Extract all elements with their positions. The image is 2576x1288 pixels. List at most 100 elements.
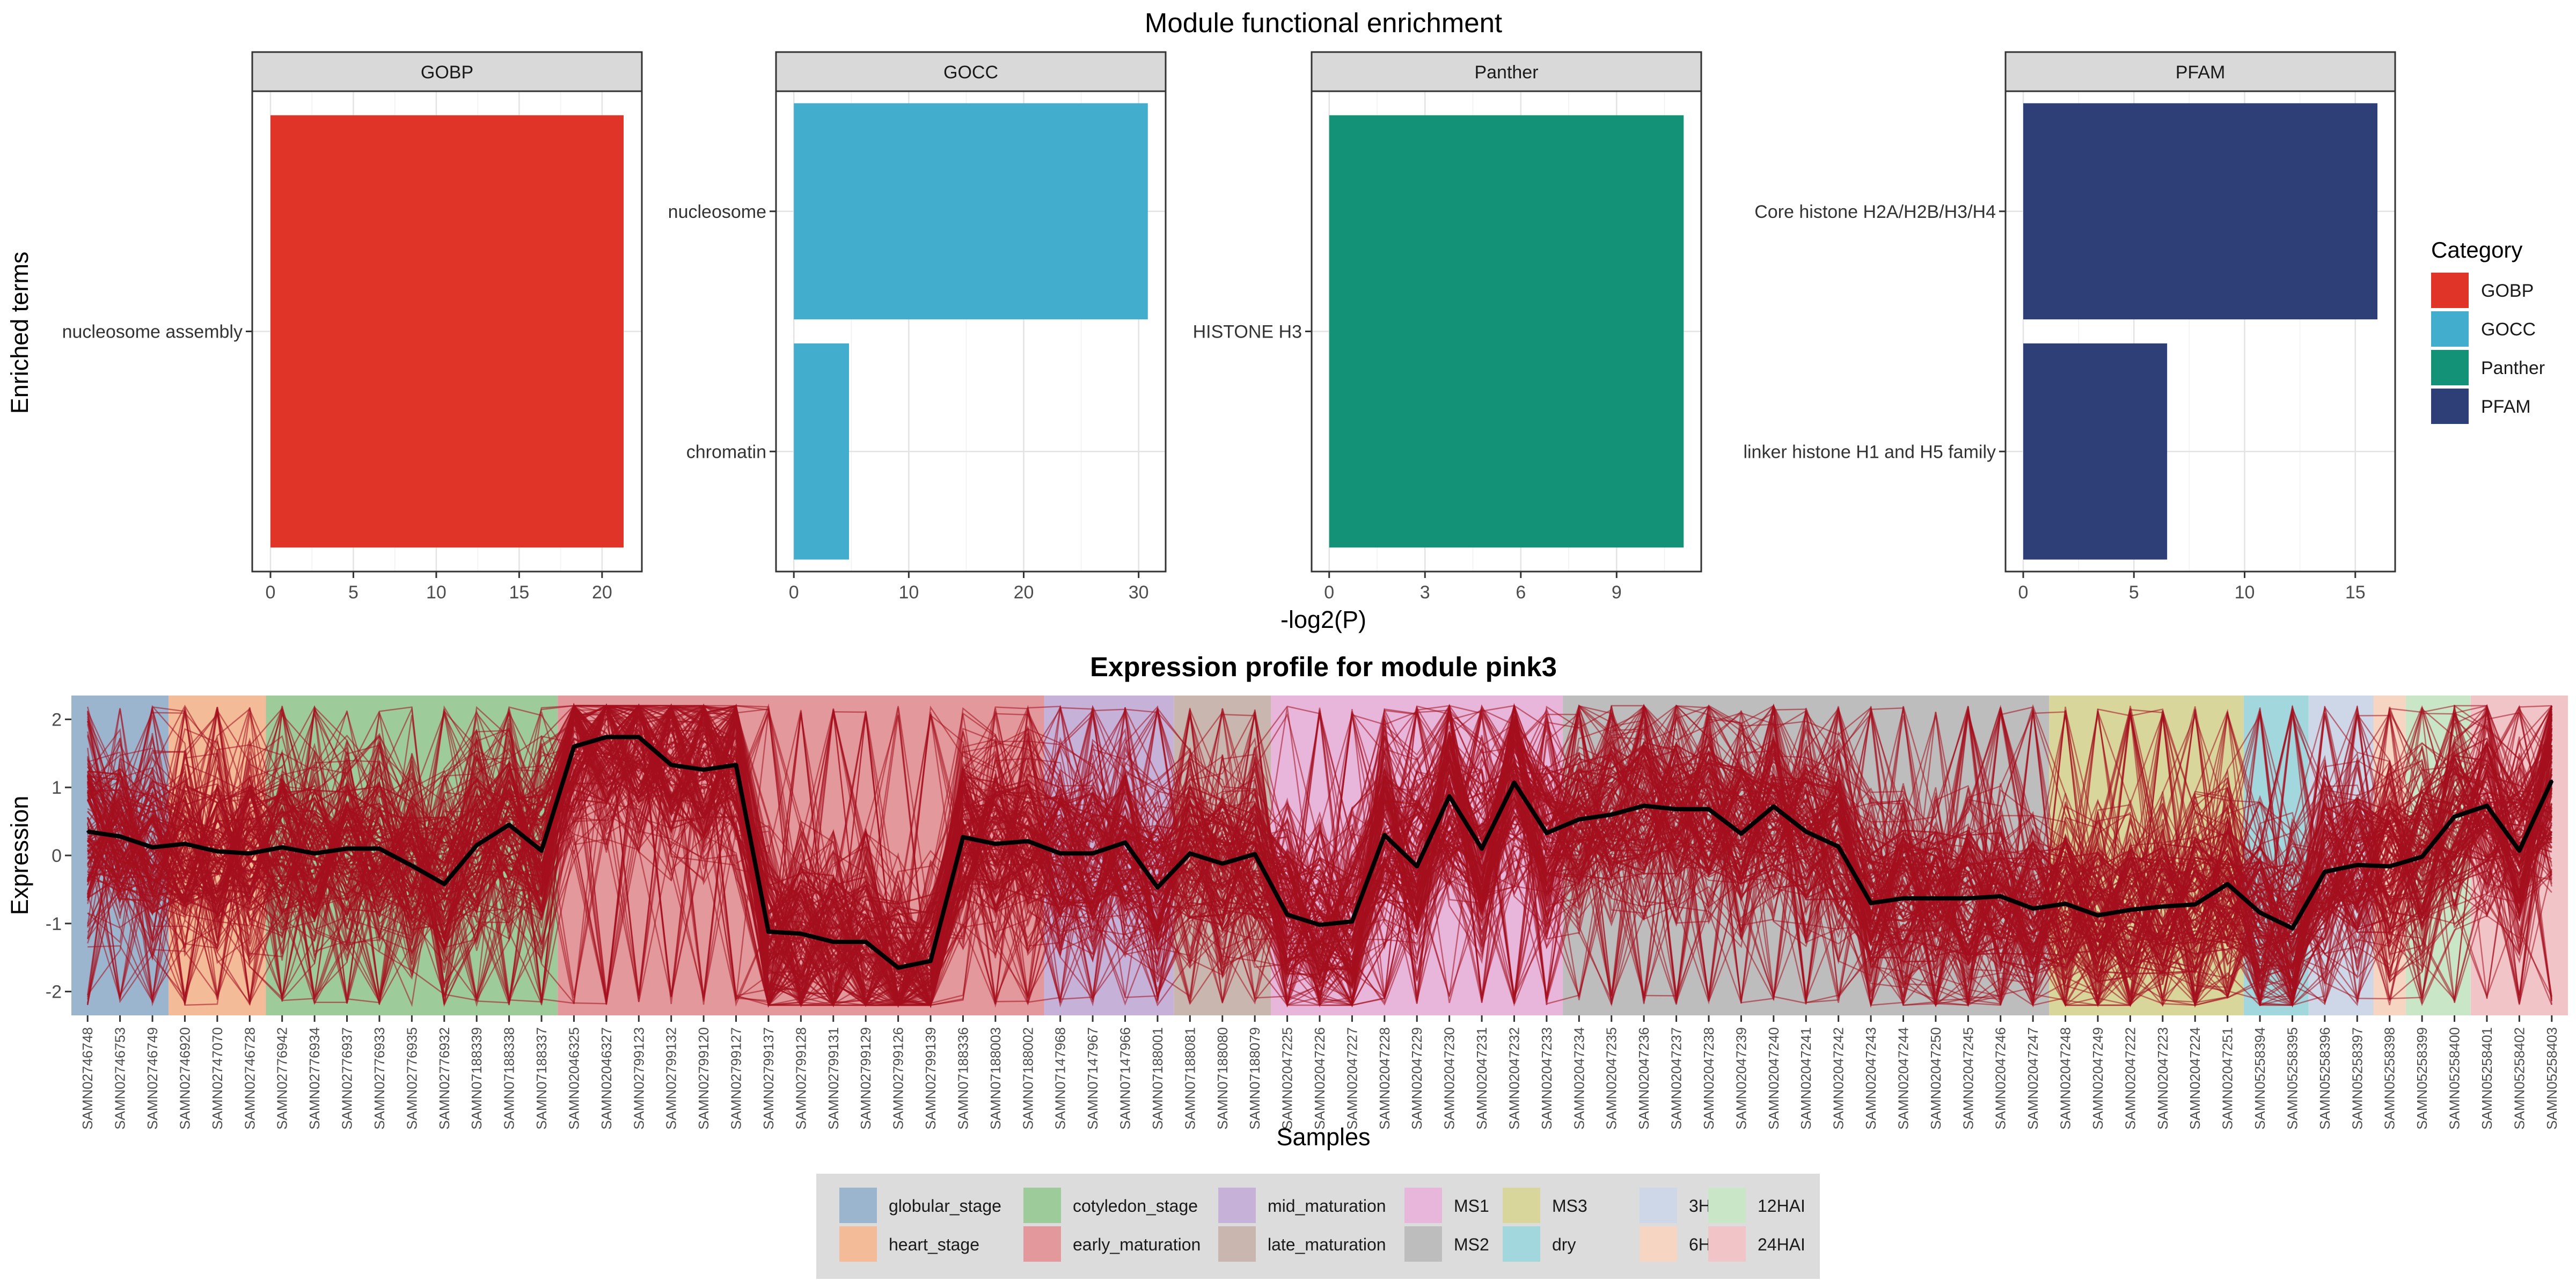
facet-gobp: GOBP nucleosome assembly 0 5 10 15 20 xyxy=(62,51,643,603)
mean-point xyxy=(151,846,154,848)
x-tick-label: SAMN07188336 xyxy=(955,1027,971,1130)
x-tick-label: 20 xyxy=(1014,582,1034,603)
mean-point xyxy=(1902,897,1905,899)
mean-point xyxy=(1319,924,1321,926)
x-tick-label: SAMN02047229 xyxy=(1409,1027,1425,1130)
x-tick-label: SAMN02799132 xyxy=(663,1027,679,1130)
x-tick-label: SAMN02746748 xyxy=(79,1027,96,1130)
mean-point xyxy=(2388,865,2391,868)
y-tick-label: chromatin xyxy=(686,442,766,462)
mean-point xyxy=(994,843,997,845)
stage-legend-key xyxy=(1708,1188,1746,1223)
x-tick-label: SAMN02047222 xyxy=(2122,1027,2138,1130)
expression-trace xyxy=(86,704,2553,997)
stage-legend-key xyxy=(1708,1226,1746,1262)
mean-point xyxy=(1416,865,1418,868)
x-tick-label: SAMN07147966 xyxy=(1117,1027,1133,1130)
x-tick-label: SAMN02047244 xyxy=(1896,1027,1912,1130)
legend-label: GOBP xyxy=(2481,281,2534,301)
x-tick-label: SAMN07188081 xyxy=(1182,1027,1198,1130)
legend-label: Panther xyxy=(2481,358,2545,378)
x-tick-label: SAMN02047248 xyxy=(2058,1027,2074,1130)
x-tick-label: SAMN02047235 xyxy=(1604,1027,1620,1130)
x-tick-label: SAMN02746728 xyxy=(241,1027,258,1130)
x-tick-label: SAMN02799139 xyxy=(923,1027,939,1130)
bar-gobp-0 xyxy=(270,115,624,548)
mean-point xyxy=(346,847,348,850)
mean-point xyxy=(1286,913,1289,916)
y-tick-label: nucleosome xyxy=(668,202,766,222)
x-tick-label: SAMN02047240 xyxy=(1766,1027,1782,1130)
mean-point xyxy=(1254,853,1256,855)
x-tick-label: SAMN05258401 xyxy=(2479,1027,2495,1130)
mean-point xyxy=(767,931,770,933)
legend-key-panther xyxy=(2431,350,2469,385)
x-tick-label: SAMN05258398 xyxy=(2382,1027,2398,1130)
expression-trace xyxy=(87,704,2553,1006)
facet-panther: Panther HISTONE H3 0 3 6 9 xyxy=(1193,51,1702,603)
mean-point xyxy=(2096,914,2099,917)
x-tick-label: SAMN02799123 xyxy=(631,1027,647,1130)
mean-point xyxy=(800,932,802,935)
stage-legend-label: dry xyxy=(1552,1235,1576,1254)
mean-point xyxy=(1092,852,1094,855)
stage-legend-label: mid_maturation xyxy=(1268,1196,1386,1216)
x-tick-label: SAMN02047232 xyxy=(1506,1027,1523,1130)
x-tick-label: SAMN05258397 xyxy=(2349,1027,2365,1130)
mean-point xyxy=(1740,832,1743,835)
mean-point xyxy=(1513,781,1516,784)
enrichment-y-axis-title: Enriched terms xyxy=(6,252,33,414)
y-tick-label: -1 xyxy=(46,914,62,934)
stage-legend-key xyxy=(1404,1226,1442,1262)
x-tick-label: SAMN02047249 xyxy=(2090,1027,2106,1130)
category-legend: Category GOBP GOCC Panther PFAM xyxy=(2431,237,2545,424)
stage-legend-label: heart_stage xyxy=(889,1235,979,1254)
y-tick-label: -2 xyxy=(46,982,62,1002)
x-tick-label: SAMN07188337 xyxy=(533,1027,550,1130)
x-tick-label: SAMN07188002 xyxy=(1020,1027,1036,1130)
x-tick-label: SAMN02047225 xyxy=(1279,1027,1296,1130)
stage-legend-label: early_maturation xyxy=(1073,1235,1201,1254)
x-tick-label: 3 xyxy=(1420,582,1430,603)
mean-point xyxy=(1999,895,2002,898)
expression-trace xyxy=(86,727,2553,1008)
x-tick-label: SAMN02047236 xyxy=(1636,1027,1652,1130)
x-tick-label: 10 xyxy=(2235,582,2255,603)
x-tick-label: SAMN07147968 xyxy=(1052,1027,1069,1130)
mean-point xyxy=(670,764,672,766)
x-tick-label: SAMN02799131 xyxy=(825,1027,841,1130)
facet-strip-label: PFAM xyxy=(2176,62,2226,83)
top-figure-title: Module functional enrichment xyxy=(1145,8,1502,38)
x-tick-label: SAMN05258403 xyxy=(2544,1027,2560,1130)
mean-point xyxy=(2194,903,2197,906)
x-tick-label: 0 xyxy=(1324,582,1334,603)
mean-point xyxy=(1156,886,1159,889)
x-tick-label: SAMN02047233 xyxy=(1539,1027,1555,1130)
x-tick-label: SAMN02799129 xyxy=(858,1027,874,1130)
stage-legend-key xyxy=(1023,1226,1061,1262)
mean-point xyxy=(1545,832,1548,835)
mean-point xyxy=(2226,883,2229,885)
mean-point xyxy=(1707,808,1710,810)
stage-legend-label: 12HAI xyxy=(1758,1196,1805,1216)
stage-legend-label: cotyledon_stage xyxy=(1073,1196,1198,1216)
mean-point xyxy=(1643,804,1645,807)
mean-point xyxy=(1189,852,1191,855)
mean-point xyxy=(930,960,932,962)
x-tick-label: 9 xyxy=(1612,582,1622,603)
mean-point xyxy=(1351,920,1353,923)
x-tick-label: 6 xyxy=(1516,582,1526,603)
x-tick-label: SAMN05258395 xyxy=(2285,1027,2301,1130)
mean-point xyxy=(1027,840,1029,843)
x-tick-label: SAMN07188338 xyxy=(501,1027,517,1130)
mean-point xyxy=(1481,847,1483,850)
x-tick-label: SAMN02047230 xyxy=(1441,1027,1458,1130)
mean-point xyxy=(638,736,640,738)
y-tick-label: HISTONE H3 xyxy=(1193,322,1302,342)
x-tick-label: SAMN02799128 xyxy=(793,1027,809,1130)
mean-point xyxy=(2032,907,2035,910)
mean-point xyxy=(735,764,737,766)
mean-point xyxy=(411,865,413,867)
bar-panther-0 xyxy=(1329,115,1684,548)
y-tick-label: linker histone H1 and H5 family xyxy=(1743,442,1996,462)
